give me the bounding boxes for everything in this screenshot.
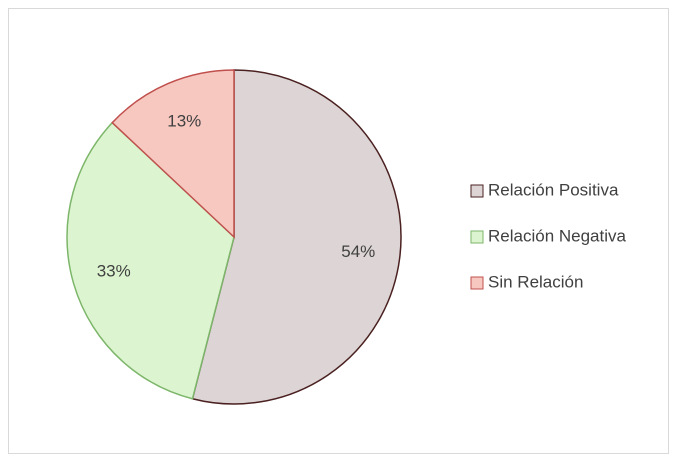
- pie-slice: [191, 69, 402, 405]
- legend-swatch: [470, 276, 484, 290]
- data-label: 54%: [341, 242, 375, 261]
- legend-label: Sin Relación: [488, 272, 583, 291]
- legend-label: Relación Negativa: [488, 226, 627, 245]
- data-label: 33%: [97, 261, 131, 280]
- data-label: 13%: [167, 112, 201, 131]
- pie-slice: [111, 69, 235, 239]
- legend-swatch: [470, 230, 484, 244]
- legend-label: Relación Positiva: [488, 180, 619, 199]
- legend-swatch: [470, 184, 484, 198]
- pie-slice: [66, 121, 235, 400]
